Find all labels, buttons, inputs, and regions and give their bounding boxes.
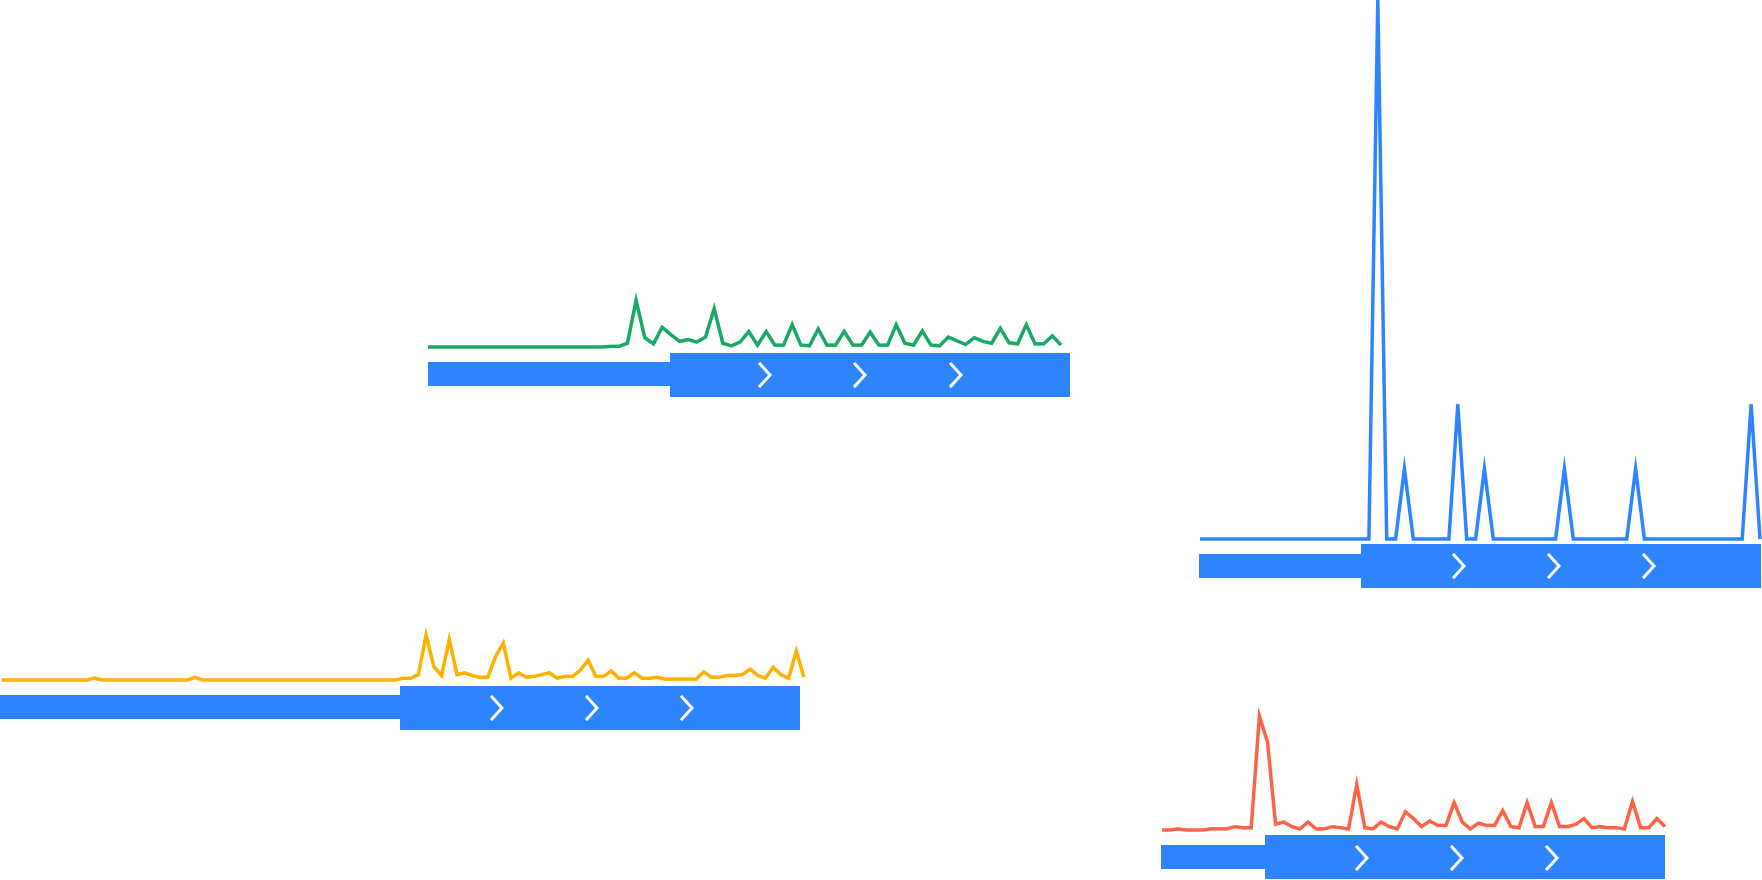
series-line — [1200, 0, 1762, 541]
chart-group-4 — [1161, 706, 1667, 879]
chevron-right-icon — [852, 361, 868, 389]
series-line — [1162, 706, 1667, 832]
chevron-right-icon — [1544, 844, 1560, 872]
chevron-right-icon — [1546, 552, 1562, 580]
timeline-thick-bar — [670, 353, 1070, 397]
chart-group-2 — [1199, 0, 1762, 588]
chevron-right-icon — [1449, 844, 1465, 872]
chevron-right-icon — [1641, 552, 1657, 580]
chevron-right-icon — [757, 361, 773, 389]
timeline-thick-bar — [400, 686, 800, 730]
chevron-right-icon — [584, 694, 600, 722]
timeline-thin-bar — [428, 362, 674, 386]
timeline-thin-bar — [0, 695, 404, 719]
chevron-right-icon — [1354, 844, 1370, 872]
chart-group-3 — [0, 626, 806, 730]
chevron-right-icon — [948, 361, 964, 389]
series-line — [428, 292, 1063, 349]
timeline-thin-bar — [1199, 554, 1365, 578]
timeline-thick-bar — [1265, 835, 1665, 879]
series-line — [2, 626, 806, 682]
chart-group-1 — [428, 292, 1070, 397]
timeline-thin-bar — [1161, 845, 1267, 869]
chevron-right-icon — [489, 694, 505, 722]
chevron-right-icon — [679, 694, 695, 722]
chevron-right-icon — [1451, 552, 1467, 580]
